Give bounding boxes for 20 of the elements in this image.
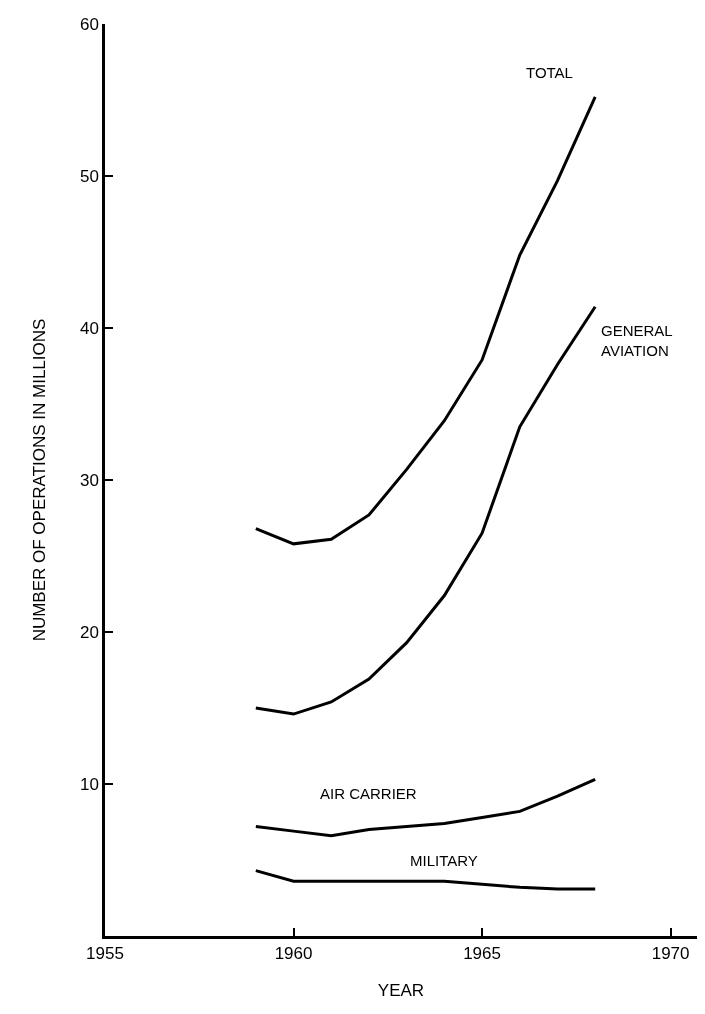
y-axis-title: NUMBER OF OPERATIONS IN MILLIONS <box>30 318 50 642</box>
y-tick-label: 30 <box>79 470 99 490</box>
series-label: MILITARY <box>410 852 478 869</box>
x-tick-label: 1960 <box>274 944 313 964</box>
series-label: GENERAL AVIATION <box>601 322 673 359</box>
line-series <box>254 777 597 838</box>
x-axis-title: YEAR <box>377 980 425 1000</box>
line-series <box>254 95 597 546</box>
y-tick-label: 20 <box>79 622 99 642</box>
x-tick-label: 1970 <box>651 944 690 964</box>
series-label: TOTAL <box>526 64 573 81</box>
y-tick-label: 10 <box>79 774 99 794</box>
x-tick-label: 1965 <box>463 944 501 964</box>
y-tick-label: 60 <box>79 14 99 34</box>
x-tick-label: 1955 <box>86 944 124 964</box>
series-label: AIR CARRIER <box>320 785 417 802</box>
line-series <box>254 305 597 716</box>
y-tick-label: 40 <box>79 318 99 338</box>
line-series <box>254 869 597 891</box>
y-tick-label: 50 <box>79 166 99 186</box>
